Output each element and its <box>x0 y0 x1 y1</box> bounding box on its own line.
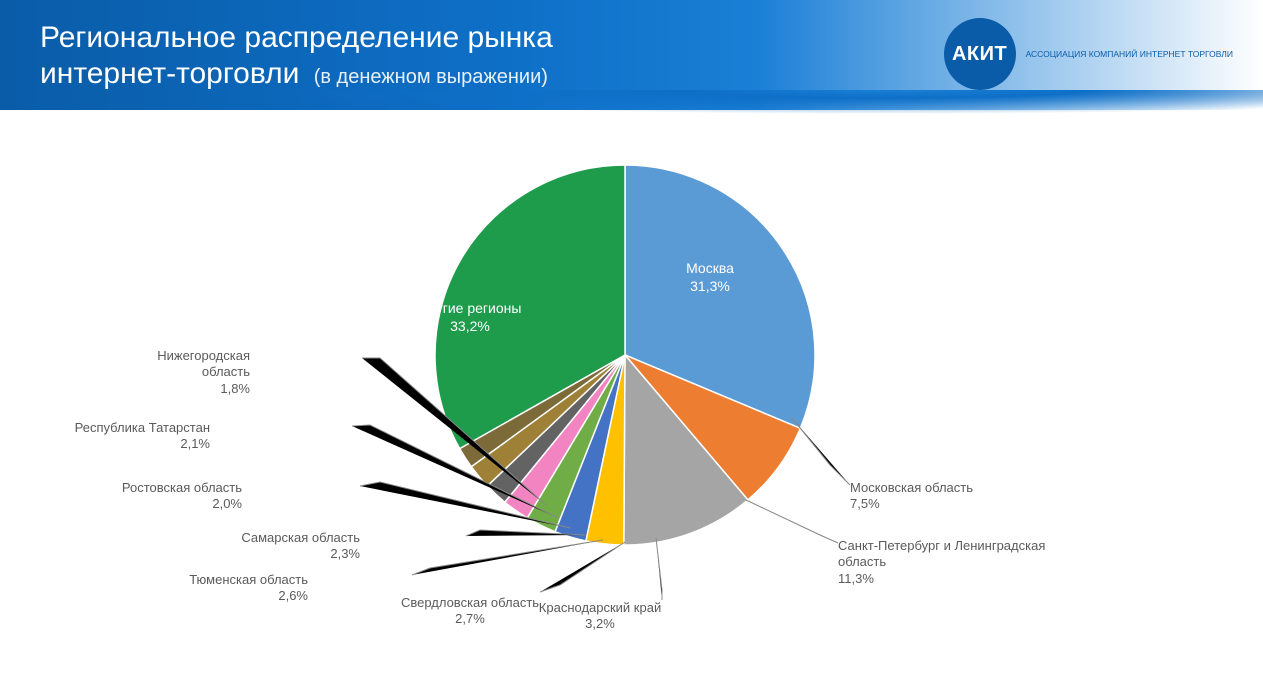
slice-label-name: Другие регионы <box>419 300 522 316</box>
slice-label-pct: 7,5% <box>850 496 973 512</box>
slice-label-10: Другие регионы 33,2% <box>419 300 522 335</box>
slice-label-pct: 31,3% <box>686 278 734 296</box>
slice-label-0: Москва 31,3% <box>686 260 734 295</box>
logo-text: АССОЦИАЦИЯ КОМПАНИЙ ИНТЕРНЕТ ТОРГОВЛИ <box>1026 49 1233 59</box>
slice-label-3: Краснодарский край3,2% <box>539 600 661 633</box>
slice-label-pct: 2,7% <box>401 611 539 627</box>
slice-label-1: Московская область7,5% <box>850 480 973 513</box>
slice-label-pct: 1,8% <box>157 381 250 397</box>
slice-label-pct: 2,0% <box>122 496 242 512</box>
slide-header: Региональное распределение рынка интерне… <box>0 0 1263 110</box>
pie-chart <box>430 160 820 550</box>
slice-label-name: Республика Татарстан <box>75 420 210 435</box>
slice-label-5: Тюменская область2,6% <box>189 572 308 605</box>
slice-label-name: Свердловская область <box>401 595 539 610</box>
slice-label-6: Самарская область2,3% <box>241 530 360 563</box>
slice-label-pct: 11,3% <box>838 571 1045 587</box>
slice-label-pct: 3,2% <box>539 616 661 632</box>
slice-label-name: Тюменская область <box>189 572 308 587</box>
slice-label-pct: 2,1% <box>75 436 210 452</box>
slice-label-9: Нижегородская область 1,8% <box>157 348 250 397</box>
slice-label-name: Московская область <box>850 480 973 495</box>
slice-label-4: Свердловская область2,7% <box>401 595 539 628</box>
logo-badge: АКИТ <box>944 18 1016 90</box>
slide-title-line2-main: интернет-торговли <box>40 57 299 90</box>
logo: АКИТ АССОЦИАЦИЯ КОМПАНИЙ ИНТЕРНЕТ ТОРГОВ… <box>944 18 1233 90</box>
slide-title-paren: (в денежном выражении) <box>314 66 548 88</box>
slice-label-name: Нижегородская область <box>157 348 250 379</box>
slice-label-pct: 2,6% <box>189 588 308 604</box>
slice-label-name: Самарская область <box>241 530 360 545</box>
slice-label-7: Ростовская область2,0% <box>122 480 242 513</box>
slice-label-name: Москва <box>686 260 734 276</box>
slice-label-name: Санкт-Петербург и Ленинградская область <box>838 538 1045 569</box>
pie-chart-area: Москва 31,3% Московская область7,5% Санкт-П… <box>0 130 1263 679</box>
slice-label-name: Ростовская область <box>122 480 242 495</box>
slice-label-2: Санкт-Петербург и Ленинградская область 1… <box>838 538 1045 587</box>
slice-label-name: Краснодарский край <box>539 600 661 615</box>
slice-label-pct: 33,2% <box>419 318 522 336</box>
slice-label-pct: 2,3% <box>241 546 360 562</box>
slice-label-8: Республика Татарстан2,1% <box>75 420 210 453</box>
